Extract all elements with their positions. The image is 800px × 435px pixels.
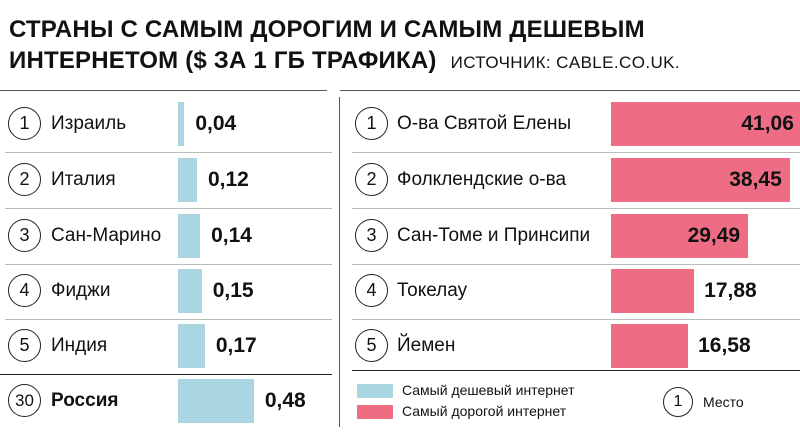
legend-label-expensive: Самый дорогой интернет	[402, 403, 567, 419]
title-line-2: ИНТЕРНЕТОМ ($ ЗА 1 ГБ ТРАФИКА) ИСТОЧНИК: …	[9, 45, 789, 78]
title-line-1: СТРАНЫ С САМЫМ ДОРОГИМ И САМЫМ ДЕШЕВЫМ	[9, 16, 645, 43]
chart-title: СТРАНЫ С САМЫМ ДОРОГИМ И САМЫМ ДЕШЕВЫМ И…	[9, 14, 789, 78]
country-label: Израиль	[51, 113, 127, 134]
bar	[611, 214, 749, 258]
legend-label-cheap: Самый дешевый интернет	[402, 382, 575, 398]
value-label: 0,04	[195, 112, 237, 135]
row-separator	[352, 264, 800, 265]
value-label: 0,15	[212, 279, 254, 302]
country-label: Сан-Томе и Принсипи	[397, 225, 591, 246]
legend-swatch-expensive	[357, 405, 393, 419]
country-label: Фолклендские о-ва	[397, 169, 567, 190]
country-label: Италия	[51, 169, 116, 190]
rank-circle: 1	[8, 107, 41, 140]
country-label: Фиджи	[51, 280, 111, 301]
value-label: 38,45	[729, 168, 782, 191]
bar	[178, 158, 197, 202]
rank-circle: 3	[355, 219, 388, 252]
legend-place-circle: 1	[663, 387, 693, 417]
bar	[611, 269, 695, 313]
row-separator	[352, 208, 800, 209]
source-note: ИСТОЧНИК: CABLE.CO.UK.	[450, 53, 680, 72]
rank-circle: 5	[355, 329, 388, 362]
legend-place-label: Место	[703, 394, 744, 410]
value-label: 0,14	[211, 224, 252, 247]
panel-divider	[339, 97, 340, 427]
value-label: 17,88	[704, 279, 757, 302]
value-label: 29,49	[687, 224, 741, 247]
bar	[178, 102, 185, 146]
rank-circle: 5	[8, 329, 41, 362]
country-label: Токелау	[397, 280, 468, 301]
row-separator	[5, 319, 332, 320]
rank-circle: 2	[355, 163, 388, 196]
bar	[178, 379, 254, 423]
rank-circle: 3	[8, 219, 41, 252]
bar	[178, 269, 202, 313]
country-label: Индия	[51, 335, 108, 356]
top-rule-right	[340, 90, 800, 91]
bar	[178, 324, 205, 368]
rank-circle: 30	[8, 384, 41, 417]
row-separator	[5, 264, 332, 265]
bar	[611, 102, 800, 146]
legend-separator	[352, 370, 800, 371]
value-label: 0,48	[264, 389, 306, 412]
value-label: 0,12	[207, 168, 249, 191]
row-separator	[5, 208, 332, 209]
rank-circle: 2	[8, 163, 41, 196]
row-separator	[352, 152, 800, 153]
bar	[611, 324, 689, 368]
bar	[611, 158, 790, 202]
legend-swatch-cheap	[357, 384, 393, 398]
russia-separator	[0, 374, 332, 375]
country-label: Сан-Марино	[51, 225, 162, 246]
top-rule	[0, 90, 327, 91]
value-label: 16,58	[698, 334, 751, 357]
row-separator	[352, 319, 800, 320]
rank-circle: 4	[355, 274, 388, 307]
country-label: Россия	[51, 390, 119, 411]
row-separator	[5, 152, 332, 153]
bar	[178, 214, 201, 258]
value-label: 0,17	[215, 334, 257, 357]
title-line-2-text: ИНТЕРНЕТОМ ($ ЗА 1 ГБ ТРАФИКА)	[9, 47, 437, 74]
rank-circle: 1	[355, 107, 388, 140]
value-label: 41,06	[741, 112, 794, 135]
country-label: О-ва Святой Елены	[397, 113, 572, 134]
country-label: Йемен	[397, 335, 456, 356]
rank-circle: 4	[8, 274, 41, 307]
